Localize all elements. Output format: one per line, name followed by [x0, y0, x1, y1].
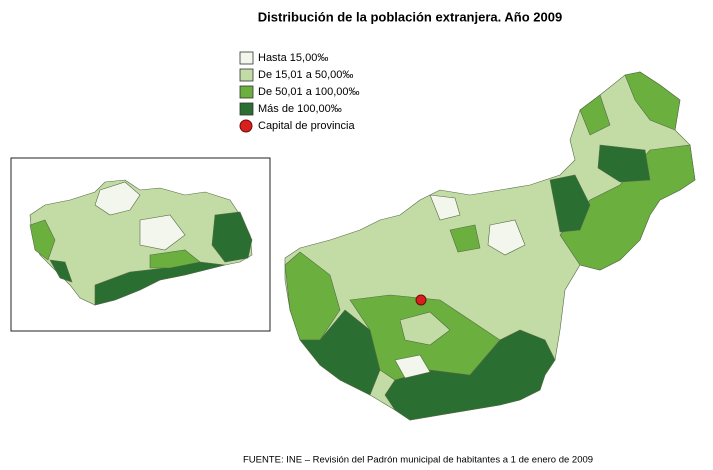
inset-region [49, 259, 73, 283]
legend-label: Hasta 15,00‰ [258, 52, 328, 64]
inset-region [211, 211, 253, 263]
map-region [429, 194, 461, 221]
legend-swatch [239, 85, 254, 99]
map-region [487, 219, 526, 256]
legend-label: Capital de provincia [258, 120, 355, 132]
inset-region [29, 219, 56, 261]
map-region [284, 251, 341, 341]
legend-label: De 15,01 a 50,00‰ [258, 69, 353, 81]
legend: Hasta 15,00‰ De 15,01 a 50,00‰ De 50,01 a … [239, 51, 360, 133]
legend-swatch [239, 51, 254, 65]
inset-region [149, 249, 201, 269]
legend-swatch [239, 68, 254, 82]
source-note: FUENTE: INE – Revisión del Padrón munici… [243, 455, 593, 466]
map-region [394, 354, 431, 379]
map-title: Distribución de la población extranjera.… [258, 9, 562, 24]
capital-dot [415, 294, 427, 306]
capital-marker [415, 294, 427, 306]
inset-region [94, 261, 226, 306]
map-region [399, 311, 451, 346]
inset-region [94, 181, 141, 216]
legend-swatch [239, 102, 254, 116]
map-region [549, 174, 591, 233]
map-region [449, 224, 481, 253]
legend-label: De 50,01 a 100,00‰ [258, 86, 360, 98]
map-region [597, 144, 651, 183]
map-region [624, 71, 681, 131]
legend-marker [239, 119, 253, 133]
inset-region [139, 214, 186, 251]
legend-label: Más de 100,00‰ [258, 103, 342, 115]
map-region [579, 94, 611, 136]
